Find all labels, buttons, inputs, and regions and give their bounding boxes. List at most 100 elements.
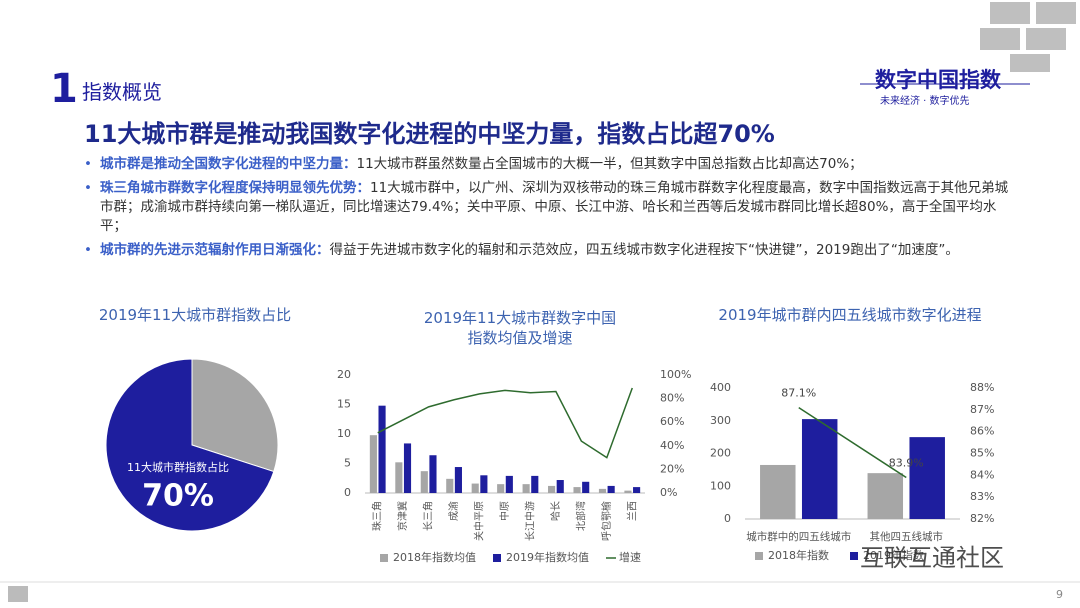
x-tick-label: 兰西	[625, 501, 638, 521]
bar	[454, 467, 462, 493]
x-tick-label: 京津冀	[396, 501, 409, 531]
logo-subtitle: 未来经济 · 数字优先	[880, 96, 970, 107]
headline: 11大城市群是推动我国数字化进程的中坚力量，指数占比超70%	[84, 120, 775, 148]
bar	[505, 475, 513, 493]
x-tick-label: 珠三角	[371, 501, 384, 531]
section-title: 指数概览	[82, 80, 162, 104]
bar	[633, 487, 641, 493]
bar	[420, 471, 428, 493]
bar	[378, 405, 386, 493]
bar	[429, 455, 437, 493]
x-tick-label: 城市群中的四五线城市	[746, 530, 851, 543]
legend-label: 增速	[619, 550, 641, 564]
bar	[471, 483, 479, 493]
bullet-text: 11大城市群虽然数量占全国城市的大概一半，但其数字中国总指数占比却高达70%；	[356, 156, 863, 172]
bar	[573, 487, 581, 493]
x-tick-label: 长江中游	[523, 501, 536, 541]
y-tick-label: 100	[710, 479, 731, 492]
chart-title: 2019年城市群内四五线城市数字化进程	[718, 306, 982, 324]
legend-label: 2018年指数	[768, 548, 829, 562]
bar	[867, 473, 904, 519]
y2-tick-label: 80%	[660, 392, 684, 405]
watermark: 互联互通社区	[860, 544, 1004, 572]
y-tick-label: 400	[710, 381, 731, 394]
legend-swatch	[380, 554, 388, 562]
y2-tick-label: 84%	[970, 468, 994, 481]
pie-slice	[105, 358, 275, 532]
bullet: 珠三角城市群数字化程度保持明显领先优势：11大城市群中，以广州、深圳为双核带动的…	[84, 179, 1014, 236]
x-tick-label: 长三角	[423, 501, 435, 531]
y2-tick-label: 0%	[660, 486, 677, 499]
bullet: 城市群是推动全国数字化进程的中坚力量：11大城市群虽然数量占全国城市的大概一半，…	[84, 155, 1014, 174]
y2-tick-label: 40%	[660, 439, 684, 452]
logo-blocks	[980, 2, 1076, 72]
legend-swatch	[755, 552, 763, 560]
bullet: 城市群的先进示范辐射作用日渐强化：得益于先进城市数字化的辐射和示范效应，四五线城…	[84, 241, 1014, 260]
x-tick-label: 中原	[498, 501, 511, 521]
chart-title: 2019年11大城市群数字中国指数均值及增速	[423, 309, 617, 347]
section-number: 1	[50, 66, 78, 112]
bar	[446, 478, 454, 493]
y2-tick-label: 85%	[970, 447, 994, 460]
legend-label: 2019年指数均值	[506, 550, 589, 564]
bar	[624, 490, 632, 493]
bar	[607, 485, 615, 493]
chart-title: 2019年11大城市群指数占比	[98, 306, 292, 324]
data-label: 87.1%	[781, 387, 816, 400]
data-label: 83.9%	[889, 457, 924, 470]
bullet-text: 得益于先进城市数字化的辐射和示范效应，四五线城市数字化进程按下“快进键”，201…	[329, 242, 959, 258]
y-tick-label: 0	[344, 486, 351, 499]
bar	[522, 484, 530, 493]
bar	[403, 443, 412, 493]
bar	[760, 464, 796, 519]
legend-swatch	[850, 552, 858, 560]
line	[377, 387, 633, 459]
bullet-text: 11大城市群中，以广州、深圳为双核带动的珠三角城市群数字化程度最高，数字中国指数…	[100, 180, 1009, 234]
bullet-bold: 珠三角城市群数字化程度保持明显领先优势：	[100, 180, 370, 196]
x-tick-label: 呼包鄂榆	[600, 501, 613, 541]
bar	[480, 475, 488, 493]
y2-tick-label: 60%	[660, 415, 684, 428]
y2-tick-label: 100%	[660, 368, 691, 381]
x-tick-label: 关中平原	[473, 501, 486, 541]
bar	[548, 485, 556, 493]
legend-swatch	[493, 554, 501, 562]
y2-tick-label: 82%	[970, 512, 994, 525]
bullet-bold: 城市群的先进示范辐射作用日渐强化：	[100, 242, 330, 258]
x-tick-label: 成渝	[447, 501, 460, 521]
legend-label: 2019年指数	[863, 548, 924, 562]
legend-label: 2018年指数均值	[393, 550, 476, 564]
y-tick-label: 5	[344, 457, 351, 470]
y2-tick-label: 83%	[970, 490, 994, 503]
y2-tick-label: 87%	[970, 403, 994, 416]
x-tick-label: 其他四五线城市	[870, 530, 944, 543]
logo-title: 数字中国指数	[875, 68, 1001, 92]
bar	[598, 488, 607, 493]
pie-slice	[191, 358, 279, 473]
bar	[369, 435, 377, 493]
y-tick-label: 20	[337, 368, 351, 381]
y2-tick-label: 86%	[970, 425, 994, 438]
slice-value: 70%	[142, 479, 214, 514]
bullet-bold: 城市群是推动全国数字化进程的中坚力量：	[100, 156, 357, 172]
bar	[801, 419, 838, 519]
bar	[497, 484, 505, 493]
slice-label: 11大城市群指数占比	[127, 460, 229, 474]
bar	[909, 437, 945, 519]
x-tick-label: 北部湾	[574, 501, 587, 531]
line	[798, 407, 907, 479]
y-tick-label: 10	[337, 427, 351, 440]
y-tick-label: 15	[337, 398, 351, 411]
y-tick-label: 300	[710, 414, 731, 427]
bullets: 城市群是推动全国数字化进程的中坚力量：11大城市群虽然数量占全国城市的大概一半，…	[84, 155, 1014, 265]
y2-tick-label: 88%	[970, 381, 994, 394]
page-number: 9	[1056, 588, 1063, 601]
y2-tick-label: 20%	[660, 462, 684, 475]
x-tick-label: 哈长	[549, 501, 562, 521]
bar	[531, 475, 539, 493]
bar	[582, 481, 590, 493]
y-tick-label: 0	[724, 512, 731, 525]
y-tick-label: 200	[710, 447, 731, 460]
